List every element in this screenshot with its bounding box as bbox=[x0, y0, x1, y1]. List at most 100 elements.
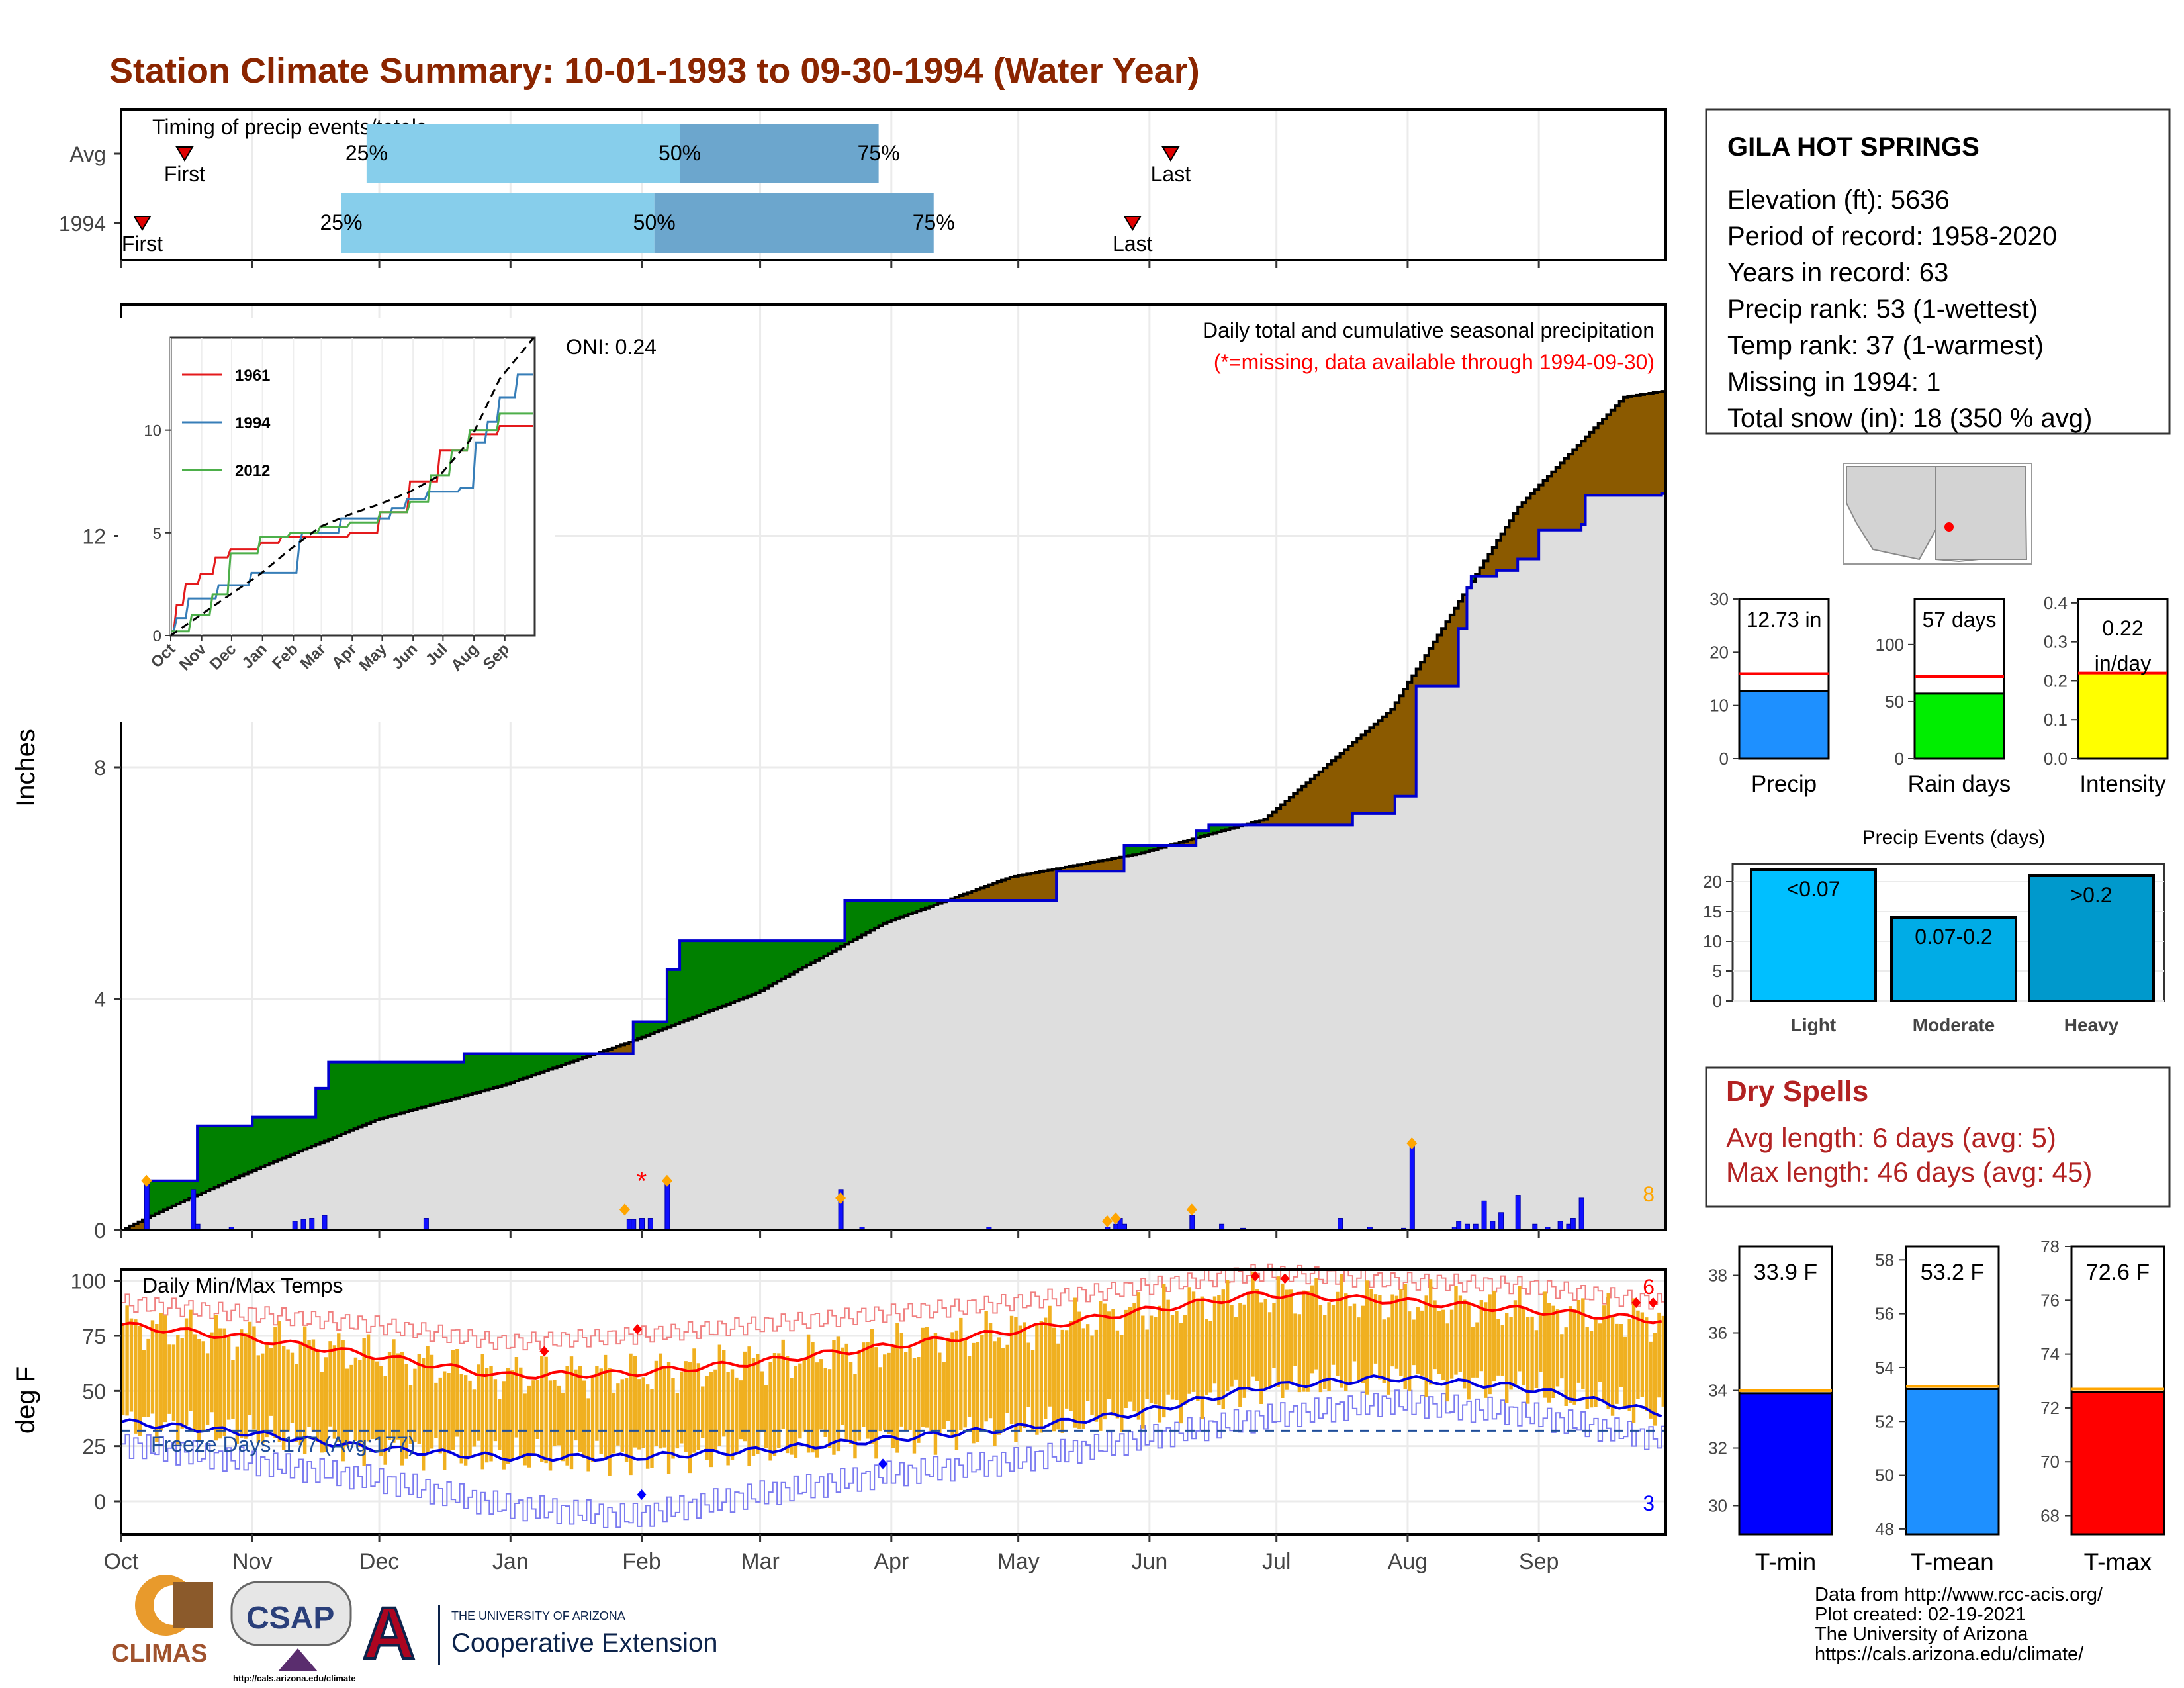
inset-legend-label: 1994 bbox=[235, 414, 271, 432]
events-bar-label: Moderate bbox=[1913, 1015, 1995, 1035]
timing-p75-label: 75% bbox=[858, 141, 900, 165]
mini-temp-y-tick-label: 34 bbox=[1708, 1381, 1727, 1401]
timing-p25-label: 25% bbox=[345, 141, 388, 165]
climas-text: CLIMAS bbox=[111, 1640, 208, 1667]
daily-precip-bar bbox=[423, 1218, 429, 1231]
events-bar-range: <0.07 bbox=[1787, 877, 1841, 901]
events-y-tick-label: 0 bbox=[1713, 991, 1722, 1011]
station-location-dot bbox=[1944, 522, 1954, 532]
mini-temp-y-tick-label: 76 bbox=[2040, 1290, 2060, 1310]
inset-y-tick-label: 10 bbox=[144, 422, 161, 440]
temp-y-tick-label: 50 bbox=[82, 1380, 106, 1403]
mini-temp-y-tick-label: 30 bbox=[1708, 1496, 1727, 1516]
month-tick-label: Jan bbox=[492, 1549, 529, 1574]
mini-temp-label: T-mean bbox=[1911, 1548, 1993, 1575]
mini-precip-bar bbox=[1913, 692, 2005, 760]
csap-url: http://cals.arizona.edu/climate bbox=[233, 1673, 356, 1683]
events-bar-range: 0.07-0.2 bbox=[1915, 925, 1992, 949]
mini-precip-bar bbox=[1738, 690, 1830, 760]
daily-precip-bar bbox=[300, 1219, 306, 1231]
first-event-label: First bbox=[122, 232, 163, 256]
first-event-marker bbox=[175, 146, 194, 162]
mini-temp-y-tick-label: 74 bbox=[2040, 1344, 2060, 1364]
timing-row-label: Avg bbox=[69, 142, 106, 166]
station-name: GILA HOT SPRINGS bbox=[1727, 132, 1979, 162]
precip-summary-bars: 12.73 in 0 10 20 30 Precip 57 days 0 50 100 Rain d… bbox=[1709, 589, 2169, 797]
timing-bar-25-50 bbox=[341, 193, 655, 253]
record-high-marker bbox=[1250, 1271, 1260, 1282]
precip-missing-note: (*=missing, data available through 1994-… bbox=[1214, 350, 1655, 374]
daily-precip-bar bbox=[1481, 1200, 1487, 1231]
credit-line: Plot created: 02-19-2021 bbox=[1815, 1604, 2026, 1625]
events-y-tick-label: 5 bbox=[1713, 961, 1722, 981]
precip-y-tick-label: 4 bbox=[94, 988, 106, 1011]
record-high-marker bbox=[1631, 1297, 1641, 1308]
record-event-marker bbox=[141, 1174, 152, 1187]
above-average-surplus-area bbox=[146, 576, 1476, 1218]
precip-y-tick-label: 0 bbox=[94, 1219, 106, 1243]
station-line: Elevation (ft): 5636 bbox=[1727, 185, 1950, 214]
timing-p25-label: 25% bbox=[320, 211, 362, 234]
daily-precip-bar bbox=[639, 1218, 645, 1231]
record-event-count: 8 bbox=[1643, 1182, 1655, 1206]
credit-line: https://cals.arizona.edu/climate/ bbox=[1815, 1644, 2084, 1665]
missing-data-marker: * bbox=[637, 1166, 647, 1196]
mini-value-label: 0.22 bbox=[2102, 616, 2143, 640]
inset-series-line bbox=[171, 373, 533, 633]
record-max-temp-line bbox=[121, 1263, 1666, 1351]
station-info-box: GILA HOT SPRINGS Elevation (ft): 5636 Pe… bbox=[1705, 108, 2171, 435]
month-tick-label: Nov bbox=[232, 1549, 272, 1574]
mini-temp-bar bbox=[1905, 1387, 2000, 1536]
mini-y-tick-label: 0 bbox=[1895, 749, 1904, 769]
university-logo: A THE UNIVERSITY OF ARIZONA Cooperative … bbox=[361, 1591, 717, 1675]
mini-value-label: 57 days bbox=[1922, 608, 1996, 632]
station-line: Total snow (in): 18 (350 % avg) bbox=[1727, 404, 2092, 433]
ua-big-text: Cooperative Extension bbox=[451, 1628, 717, 1658]
mini-precip-bar bbox=[2077, 672, 2169, 760]
daily-precip-bar bbox=[144, 1180, 150, 1231]
precip-y-axis-label: Inches bbox=[11, 729, 40, 807]
record-event-marker bbox=[835, 1192, 846, 1204]
daily-precip-bar bbox=[309, 1218, 315, 1231]
temp-y-tick-label: 25 bbox=[82, 1435, 106, 1459]
mini-temp-bar bbox=[1738, 1392, 1833, 1536]
daily-precip-bar bbox=[1498, 1212, 1504, 1231]
below-average-deficit-area bbox=[125, 391, 1666, 1230]
events-bar bbox=[1750, 868, 1877, 1002]
inset-y-tick-label: 5 bbox=[153, 525, 161, 543]
mini-temp-value: 33.9 F bbox=[1754, 1260, 1817, 1285]
mini-temp-bar bbox=[2070, 1391, 2165, 1536]
mini-temp-value: 72.6 F bbox=[2086, 1260, 2150, 1285]
mini-temp-y-tick-label: 72 bbox=[2040, 1398, 2060, 1418]
temp-panel-label: Daily Min/Max Temps bbox=[142, 1274, 343, 1297]
record-low-marker bbox=[637, 1489, 647, 1500]
first-event-marker bbox=[133, 216, 152, 231]
precip-events-chart: Precip Events (days) 0 5 10 15 20 <0.07 Light 0.… bbox=[1703, 827, 2165, 1035]
average-min-temp-line bbox=[120, 1374, 1662, 1462]
record-high-marker bbox=[633, 1324, 643, 1335]
mini-temp-y-tick-label: 68 bbox=[2040, 1506, 2060, 1526]
observed-cumulative-line bbox=[121, 492, 1666, 1231]
footer-credits: Data from http://www.rcc-acis.org/ Plot … bbox=[1815, 1584, 2103, 1665]
timing-bar-25-50 bbox=[366, 124, 680, 183]
month-tick-label: Apr bbox=[874, 1549, 909, 1574]
mini-temp-y-tick-label: 56 bbox=[1875, 1304, 1894, 1324]
events-bar bbox=[1890, 916, 2017, 1002]
inset-series-line bbox=[171, 412, 533, 633]
events-y-tick-label: 15 bbox=[1703, 902, 1722, 921]
mini-y-tick-label: 10 bbox=[1709, 696, 1729, 716]
record-event-marker bbox=[1186, 1203, 1197, 1216]
location-map bbox=[1843, 463, 2032, 565]
mini-y-tick-label: 30 bbox=[1709, 589, 1729, 609]
events-y-tick-label: 20 bbox=[1703, 872, 1722, 892]
timing-plot-border bbox=[120, 108, 1667, 261]
events-y-tick-label: 10 bbox=[1703, 931, 1722, 951]
month-tick-label: Mar bbox=[741, 1549, 780, 1574]
dry-spells-max: Max length: 46 days (avg: 45) bbox=[1726, 1156, 2092, 1188]
mini-value-label: 12.73 in bbox=[1747, 608, 1822, 632]
mini-temp-y-tick-label: 50 bbox=[1875, 1466, 1894, 1485]
month-tick-label: Jun bbox=[1131, 1549, 1167, 1574]
mini-chart-label: Precip bbox=[1751, 771, 1817, 797]
mini-y-tick-label: 50 bbox=[1885, 692, 1904, 712]
